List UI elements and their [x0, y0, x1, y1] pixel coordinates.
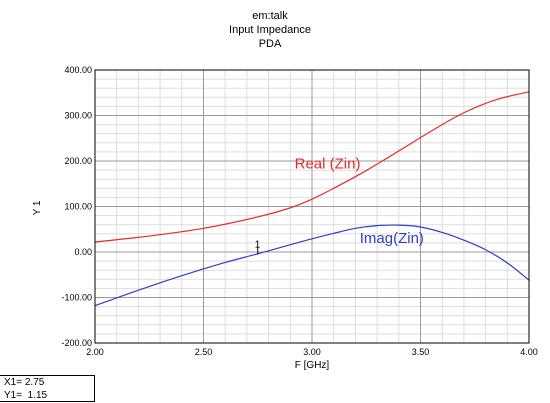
x-axis-label: F [GHz] [295, 360, 330, 371]
y-tick-label: -100.00 [61, 293, 92, 303]
x-tick-labels: 2.00 2.50 3.00 3.50 4.00 [86, 347, 538, 357]
y-tick-label: 200.00 [64, 156, 92, 166]
x-tick-label: 3.50 [412, 347, 430, 357]
marker-readout: X1= 2.75 Y1= 1.15 [0, 375, 95, 402]
x-tick-label: 4.00 [520, 347, 538, 357]
y-tick-label: 0.00 [74, 247, 92, 257]
series-line-imag-zin [94, 224, 530, 307]
y-tick-label: 100.00 [64, 202, 92, 212]
y-tick-label: 400.00 [64, 65, 92, 75]
y-axis-label: Y 1 [32, 200, 43, 215]
plot-frame [94, 69, 530, 344]
annotations: Real (Zin) Imag(Zin) 1 [255, 156, 424, 251]
marker-label: 1 [255, 239, 261, 250]
series-lines [94, 91, 530, 307]
chart-title-line-3: PDA [259, 38, 282, 50]
annotation-imag-zin: Imag(Zin) [360, 230, 424, 247]
y-tick-labels: 400.00 300.00 200.00 100.00 0.00 -100.00 -200.… [61, 65, 92, 348]
readout-x: X1= 2.75 [4, 377, 45, 388]
y-tick-label: -200.00 [61, 338, 92, 348]
series-line-real-zin [94, 91, 530, 243]
chart-title-line-1: em:talk [252, 10, 288, 22]
annotation-real-zin: Real (Zin) [295, 156, 361, 173]
readout-y: Y1= 1.15 [4, 390, 48, 401]
x-tick-label: 2.00 [86, 347, 104, 357]
chart-title-line-2: Input Impedance [229, 24, 311, 36]
grid-lines [94, 69, 530, 344]
x-tick-label: 2.50 [195, 347, 213, 357]
y-tick-label: 300.00 [64, 111, 92, 121]
x-tick-label: 3.00 [303, 347, 321, 357]
